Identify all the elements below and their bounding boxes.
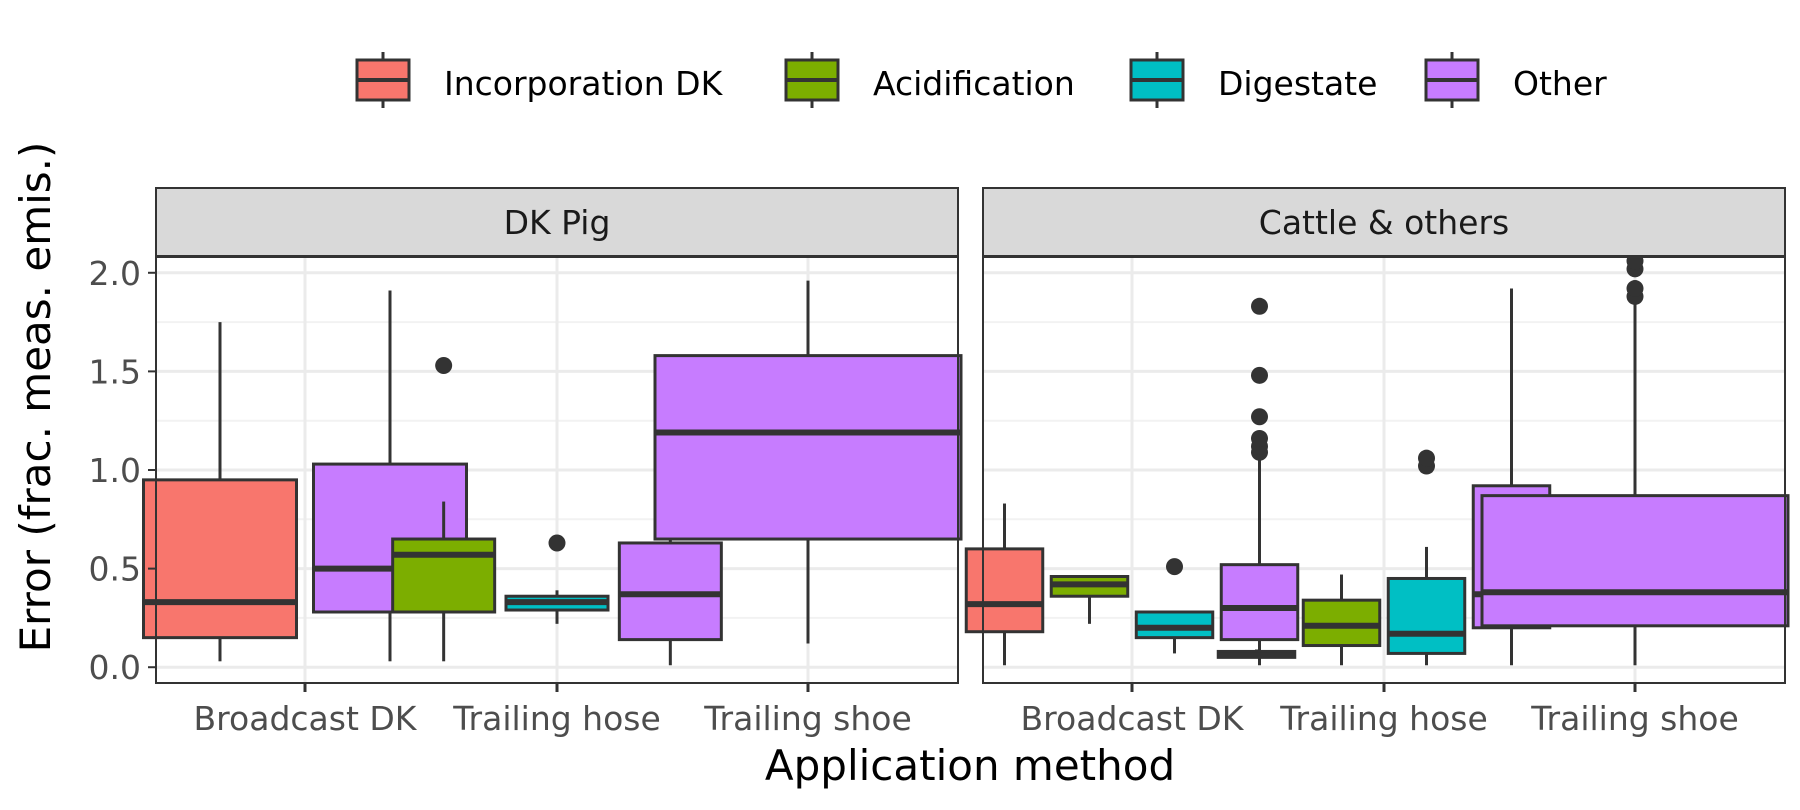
- y-tick-label: 1.0: [89, 451, 141, 490]
- facet-panels: DK Pig Broadcast DK Trailing hose Trailing …: [142, 187, 1790, 738]
- facet-panel: DK Pig Broadcast DK Trailing hose Trailing …: [142, 187, 963, 738]
- box-iqr: [964, 547, 1045, 634]
- box-iqr: [142, 478, 298, 640]
- facet-strip: [155, 187, 959, 257]
- box-other: [1480, 252, 1790, 666]
- facet-strip: [982, 187, 1786, 257]
- box-acidification: [1049, 575, 1130, 624]
- box-digestate: [1134, 558, 1215, 654]
- y-axis: 0.0 0.5 1.0 1.5 2.0: [89, 254, 156, 687]
- facet-panel: Cattle & others Broadcast DK Trailing hose…: [964, 187, 1790, 738]
- box-other: [1219, 297, 1300, 666]
- x-tick-label: Trailing hose: [1279, 699, 1488, 738]
- box-digestate: [504, 534, 610, 624]
- outlier-point: [1251, 408, 1268, 426]
- legend: Incorporation DK Acidification Digestate Ot…: [355, 52, 1607, 108]
- outlier-point: [548, 534, 566, 552]
- box-incorporation-dk: [1216, 649, 1297, 659]
- outlier-point: [1251, 429, 1268, 447]
- box-incorporation-dk: [964, 503, 1045, 666]
- box-digestate: [1386, 449, 1467, 666]
- x-tick-label: Trailing shoe: [703, 699, 912, 738]
- x-tick-label: Trailing hose: [452, 699, 661, 738]
- x-axis-title: Application method: [765, 741, 1175, 790]
- facet-strip-label: Cattle & others: [1259, 203, 1509, 242]
- outlier-point: [1626, 280, 1644, 298]
- box-acidification: [391, 356, 497, 662]
- y-tick-label: 2.0: [89, 254, 141, 293]
- y-tick-label: 1.5: [89, 352, 141, 391]
- box-iqr: [1480, 494, 1790, 628]
- legend-label: Acidification: [873, 64, 1075, 103]
- facet-strip-label: DK Pig: [504, 203, 611, 242]
- legend-label: Digestate: [1218, 64, 1377, 103]
- box-other: [617, 440, 723, 666]
- box-acidification: [1301, 574, 1382, 666]
- box-other: [653, 280, 963, 644]
- outlier-point: [435, 356, 453, 374]
- outlier-point: [1418, 449, 1435, 467]
- outlier-point: [1251, 366, 1268, 384]
- x-tick-label: Broadcast DK: [194, 699, 418, 738]
- legend-label: Incorporation DK: [444, 64, 724, 103]
- outlier-point: [1166, 558, 1183, 576]
- y-axis-title: Error (frac. meas. emis.): [11, 142, 60, 653]
- box-iqr: [1386, 576, 1467, 655]
- y-tick-label: 0.5: [89, 550, 141, 589]
- legend-label: Other: [1513, 64, 1607, 103]
- box-iqr: [391, 537, 497, 614]
- x-tick-label: Broadcast DK: [1021, 699, 1245, 738]
- box-incorporation-dk: [142, 322, 298, 662]
- y-tick-label: 0.0: [89, 648, 141, 687]
- box-iqr: [653, 354, 963, 541]
- x-tick-label: Trailing shoe: [1530, 699, 1739, 738]
- outlier-point: [1251, 297, 1268, 315]
- box-iqr: [1219, 563, 1300, 642]
